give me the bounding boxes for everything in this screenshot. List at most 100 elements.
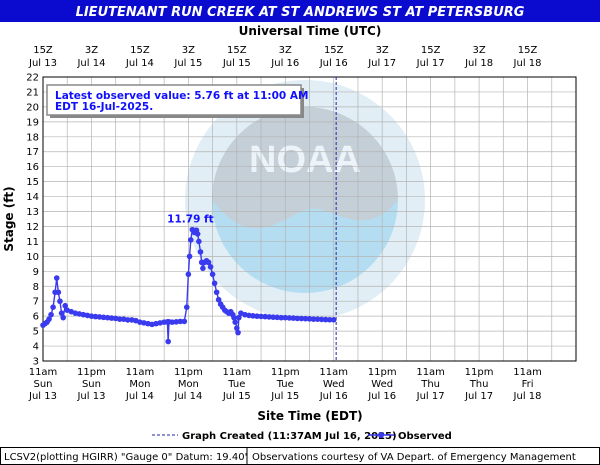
top-tick-label-time: 15Z	[518, 45, 538, 56]
plot-frame	[42, 76, 577, 362]
x-tick-label-day: Wed	[323, 379, 345, 390]
x-tick-label-date: Jul 13	[28, 391, 57, 402]
observed-point	[96, 314, 103, 320]
x-tick-label-day: Thu	[420, 379, 440, 390]
observed-point	[48, 311, 54, 318]
observed-point	[116, 316, 123, 322]
title-bar	[0, 0, 600, 22]
observed-point	[232, 319, 239, 325]
x-axis-title: Site Time (EDT)	[257, 409, 362, 423]
top-tick-label-date: Jul 17	[416, 58, 445, 69]
observed-point	[57, 298, 63, 305]
observed-point	[246, 312, 252, 319]
observed-point	[196, 238, 202, 245]
observed-point	[207, 264, 214, 270]
x-tick-label-day: Mon	[129, 379, 150, 390]
legend-observed-marker	[378, 432, 384, 438]
top-tick-label-date: Jul 14	[76, 58, 105, 69]
y-tick-label: 13	[26, 207, 39, 218]
axes: 34567891011121314151617181920212211amSun…	[26, 45, 577, 402]
observed-point	[165, 338, 171, 345]
observed-point	[298, 315, 305, 322]
observed-point	[302, 315, 309, 322]
x-tick-label-time: 11am	[319, 367, 348, 378]
observed-point	[205, 259, 212, 266]
y-tick-label: 16	[26, 162, 39, 173]
observed-point	[258, 313, 264, 320]
x-tick-label-date: Jul 13	[76, 391, 105, 402]
observed-point	[266, 314, 272, 320]
y-tick-label: 18	[26, 132, 39, 143]
y-tick-label: 9	[33, 267, 39, 278]
x-tick-label-date: Jul 17	[416, 391, 445, 402]
y-tick-label: 6	[33, 312, 39, 323]
x-tick-label-time: 11pm	[368, 367, 397, 378]
y-tick-label: 3	[33, 357, 39, 368]
y-tick-label: 14	[26, 192, 39, 203]
x-tick-label-day: Tue	[276, 379, 294, 390]
y-tick-label: 22	[26, 73, 39, 84]
x-tick-label-date: Jul 16	[367, 391, 396, 402]
x-tick-label-time: 11am	[223, 367, 252, 378]
legend-observed-label: Observed	[398, 431, 452, 442]
observed-point	[92, 313, 99, 320]
observed-point	[173, 319, 180, 325]
x-tick-label-date: Jul 16	[319, 391, 348, 402]
x-tick-label-date: Jul 14	[173, 391, 202, 402]
observed-series: 11.79 ft	[40, 77, 337, 361]
top-tick-label-time: 3Z	[472, 45, 485, 56]
observed-point	[53, 275, 60, 281]
top-tick-label-time: 15Z	[421, 45, 441, 56]
y-tick-label: 20	[26, 102, 39, 113]
observed-point	[282, 314, 289, 321]
y-tick-label: 7	[33, 297, 39, 308]
x-tick-label-time: 11pm	[174, 367, 203, 378]
top-tick-label-date: Jul 14	[125, 58, 154, 69]
observed-point	[322, 316, 329, 323]
observed-point	[286, 315, 293, 321]
observed-point	[194, 231, 201, 237]
svg-text:NOAA: NOAA	[249, 139, 361, 181]
observed-point	[326, 316, 333, 323]
top-tick-label-time: 15Z	[130, 45, 150, 56]
x-tick-label-time: 11pm	[77, 367, 106, 378]
observed-point	[234, 325, 240, 331]
top-tick-label-time: 3Z	[182, 45, 195, 56]
x-tick-label-time: 11pm	[271, 367, 300, 378]
y-tick-label: 11	[26, 237, 39, 248]
y-tick-label: 19	[26, 117, 39, 128]
y-tick-label: 10	[26, 252, 39, 263]
top-tick-label-time: 15Z	[227, 45, 247, 56]
observed-point	[262, 313, 268, 320]
observed-point	[235, 329, 241, 336]
observed-point	[236, 314, 242, 321]
observed-point	[215, 296, 222, 303]
x-tick-label-day: Wed	[371, 379, 393, 390]
observed-point	[278, 314, 285, 321]
top-tick-label-time: 15Z	[33, 45, 53, 56]
top-tick-label-date: Jul 16	[319, 58, 348, 69]
x-tick-label-time: 11am	[416, 367, 445, 378]
observed-point	[104, 314, 111, 321]
top-tick-label-time: 3Z	[376, 45, 389, 56]
top-tick-label-date: Jul 13	[28, 58, 57, 69]
observed-point	[100, 314, 107, 321]
x-tick-label-date: Jul 17	[464, 391, 493, 402]
observed-point	[55, 289, 62, 296]
observed-point	[254, 313, 260, 319]
observed-point	[108, 315, 115, 321]
x-tick-label-time: 11am	[513, 367, 542, 378]
y-tick-label: 17	[26, 147, 39, 158]
observed-point	[177, 318, 184, 325]
observed-point	[181, 318, 188, 325]
observed-point	[310, 316, 317, 322]
observed-point	[314, 316, 321, 322]
x-tick-label-day: Thu	[469, 379, 489, 390]
x-tick-label-date: Jul 15	[270, 391, 299, 402]
x-tick-label-day: Tue	[227, 379, 245, 390]
y-tick-label: 12	[26, 222, 39, 233]
footer-datum: LCSV2(plotting HGIRR) "Gauge 0" Datum: 1…	[4, 452, 247, 463]
observed-point	[187, 237, 194, 243]
footer-courtesy: Observations courtesy of VA Depart. of E…	[252, 452, 576, 463]
y-axis-title: Stage (ft)	[2, 186, 16, 251]
